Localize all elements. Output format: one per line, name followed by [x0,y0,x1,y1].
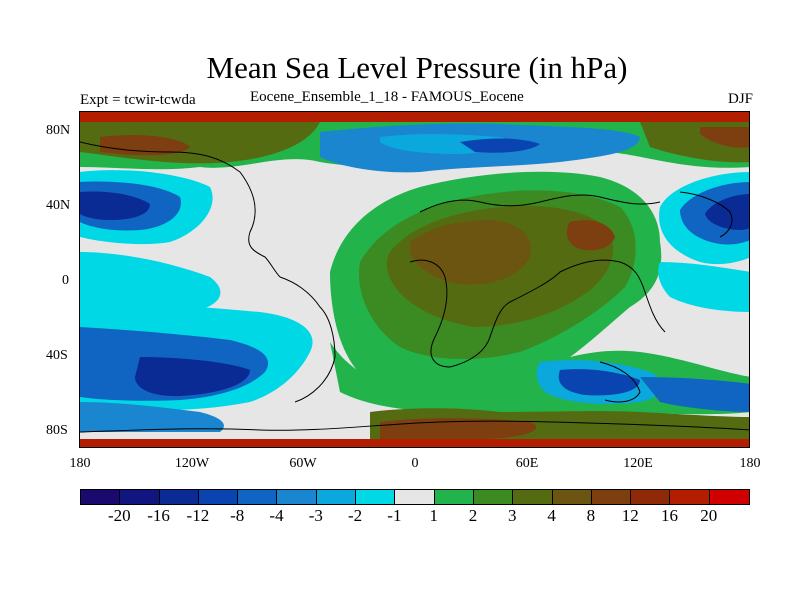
colorbar-swatch [395,490,435,504]
north-atlantic-low-core [460,138,540,153]
map-title: Mean Sea Level Pressure (in hPa) [206,50,628,85]
south-tasman-low [640,377,749,412]
lat-label-80s: 80S [46,423,68,438]
coastlines [80,141,749,433]
colorbar-label: -1 [387,506,402,525]
colorbar-swatch [198,490,239,504]
colorbar-swatch [120,490,160,504]
colorbar-swatch [159,490,199,504]
colorbar-label: 8 [586,506,596,525]
south-pole-band [80,439,749,447]
colorbar-swatch [316,490,357,504]
colorbar-label: 20 [700,506,718,525]
experiment-label: Expt = tcwir-tcwda [80,92,196,108]
colorbar-swatch [670,490,710,504]
lon-label-120w: 120W [174,456,210,471]
pressure-anomaly-map [80,112,749,447]
south-indian-low-core [558,369,640,396]
lon-label-60e: 60E [515,456,539,471]
colorbar-swatch [591,490,632,504]
lat-label-40n: 40N [46,198,71,213]
season-label: DJF [727,91,753,107]
lon-label-180e: 180 [739,456,761,471]
colorbar-swatch [631,490,671,504]
tropical-pacific-low-west [80,252,221,316]
colorbar-label: -8 [230,506,245,525]
colorbar-label: -3 [308,506,323,525]
asia-high-core [566,220,615,251]
colorbar-swatch [434,490,474,504]
colorbar-label: 16 [661,506,678,525]
colorbar-label: 12 [621,506,639,525]
colorbar-swatch [709,490,750,504]
colorbar-label: -20 [107,506,131,525]
lon-label-180w: 180 [69,456,91,471]
lat-label-0: 0 [62,273,69,288]
colorbar-swatch [473,490,514,504]
ensemble-label: Eocene_Ensemble_1_18 - FAMOUS_Eocene [250,89,524,105]
colorbar-label: -4 [269,506,284,525]
lon-label-0: 0 [411,456,419,471]
north-dark-patch-west [100,135,190,156]
colorbar-label: 1 [429,506,438,525]
colorbar-swatch [277,490,317,504]
colorbar-swatch [552,490,592,504]
colorbar [80,489,751,505]
colorbar-label: -12 [186,506,210,525]
colorbar-swatch [513,490,553,504]
lon-label-60w: 60W [289,456,317,471]
north-pacific-low-east-core [705,194,749,230]
colorbar-label: 3 [508,506,517,525]
lon-label-120e: 120E [623,456,653,471]
south-pacific-low-edge [80,402,224,432]
north-pacific-low-west-core [80,191,150,220]
lat-label-40s: 40S [46,348,68,363]
colorbar-swatch [238,490,278,504]
lat-label-80n: 80N [46,123,71,138]
colorbar-label: 2 [468,506,478,525]
colorbar-swatch [81,490,121,504]
north-dark-patch-east [700,127,749,148]
colorbar-swatch [356,490,396,504]
colorbar-label: 4 [547,506,556,525]
map-panel [79,111,750,448]
colorbar-label: -16 [147,506,170,525]
tropical-pacific-low-east [658,262,749,312]
north-pole-band [80,112,749,122]
south-pacific-low-core [135,357,250,397]
colorbar-label: -2 [348,506,363,525]
